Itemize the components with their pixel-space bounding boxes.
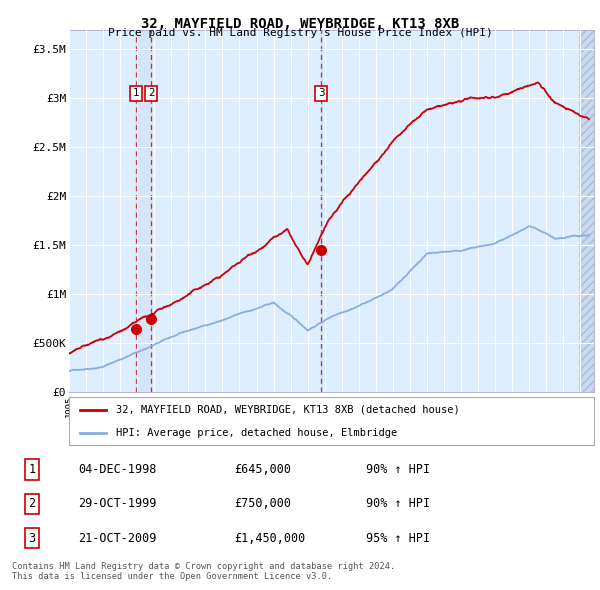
Text: 95% ↑ HPI: 95% ↑ HPI [366, 532, 430, 545]
Text: 3: 3 [29, 532, 36, 545]
Text: 21-OCT-2009: 21-OCT-2009 [78, 532, 157, 545]
Text: 32, MAYFIELD ROAD, WEYBRIDGE, KT13 8XB (detached house): 32, MAYFIELD ROAD, WEYBRIDGE, KT13 8XB (… [116, 405, 460, 415]
Text: £750,000: £750,000 [234, 497, 291, 510]
Text: Price paid vs. HM Land Registry's House Price Index (HPI): Price paid vs. HM Land Registry's House … [107, 28, 493, 38]
Text: 32, MAYFIELD ROAD, WEYBRIDGE, KT13 8XB: 32, MAYFIELD ROAD, WEYBRIDGE, KT13 8XB [141, 17, 459, 31]
Bar [579, 30, 594, 392]
Text: 1: 1 [29, 463, 36, 476]
Text: £645,000: £645,000 [234, 463, 291, 476]
Text: 90% ↑ HPI: 90% ↑ HPI [366, 497, 430, 510]
Text: 04-DEC-1998: 04-DEC-1998 [78, 463, 157, 476]
Text: 1: 1 [133, 88, 139, 99]
Text: 2: 2 [29, 497, 36, 510]
Text: £1,450,000: £1,450,000 [234, 532, 305, 545]
Text: Contains HM Land Registry data © Crown copyright and database right 2024.
This d: Contains HM Land Registry data © Crown c… [12, 562, 395, 581]
Text: 90% ↑ HPI: 90% ↑ HPI [366, 463, 430, 476]
Text: 2: 2 [148, 88, 155, 99]
Bar [321, 30, 322, 392]
Text: 3: 3 [318, 88, 325, 99]
Text: HPI: Average price, detached house, Elmbridge: HPI: Average price, detached house, Elmb… [116, 428, 398, 438]
Text: 29-OCT-1999: 29-OCT-1999 [78, 497, 157, 510]
Bar [136, 30, 151, 392]
